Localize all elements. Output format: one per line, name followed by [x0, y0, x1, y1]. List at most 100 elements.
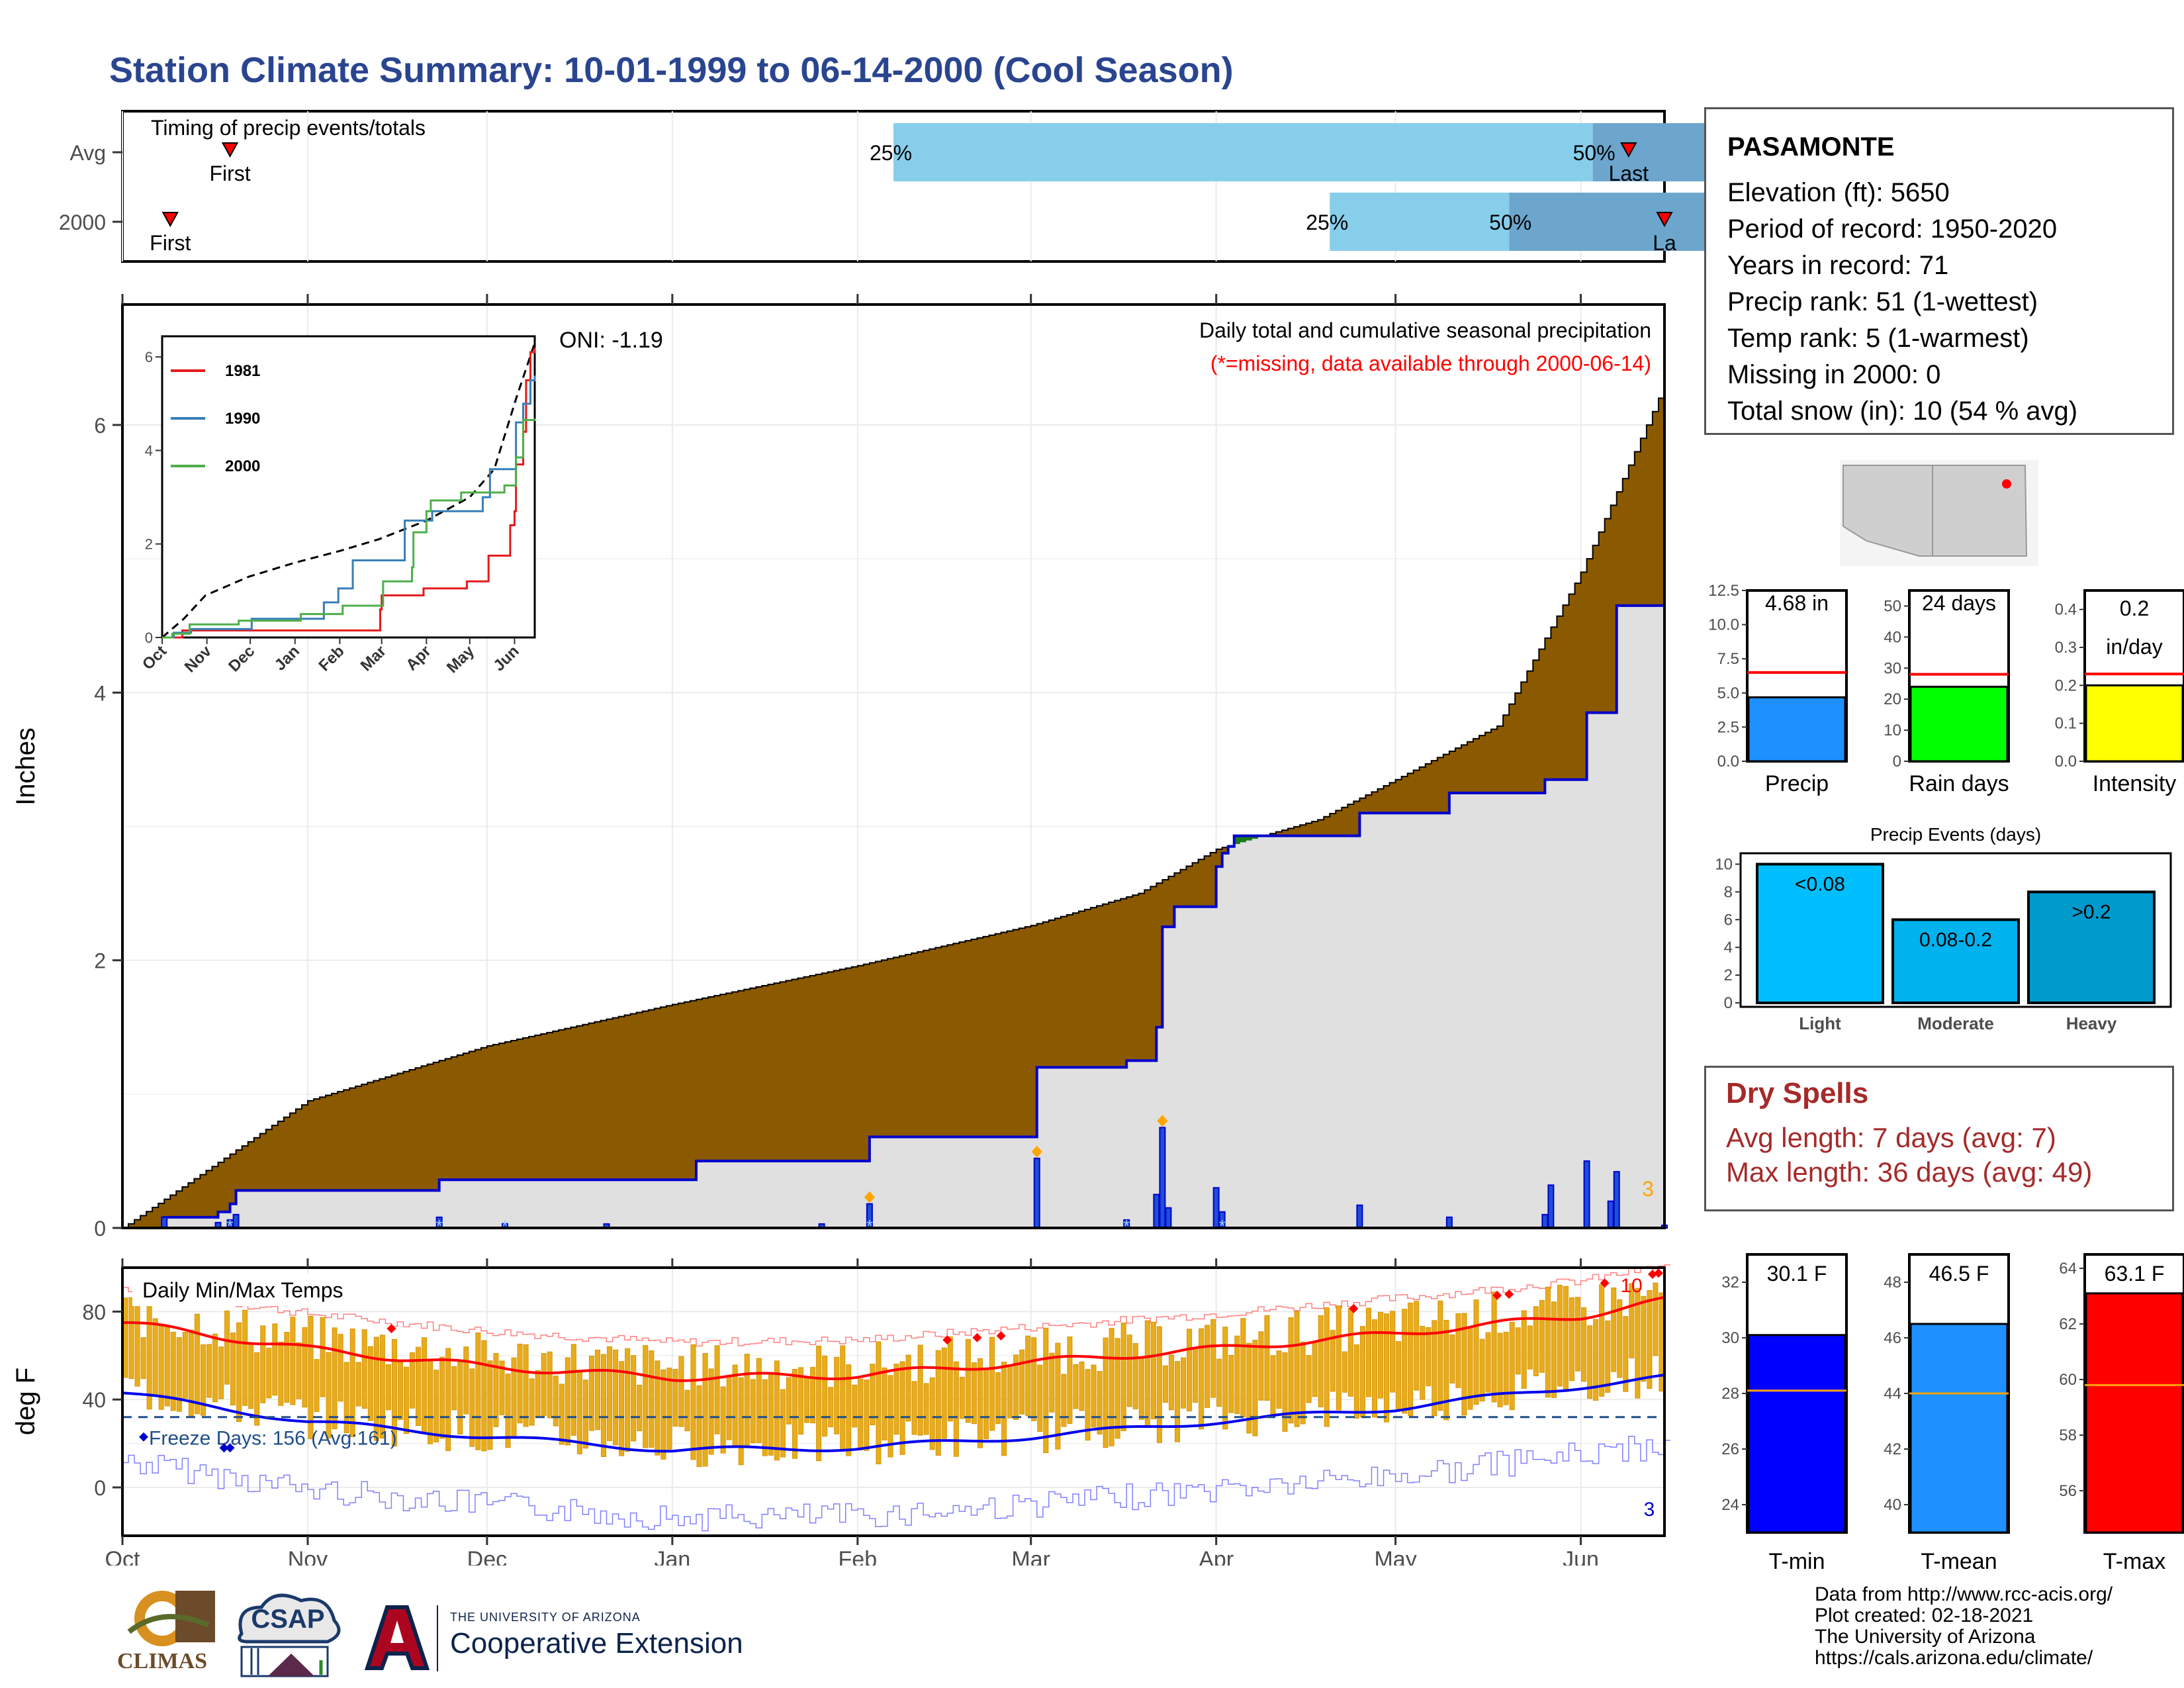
- daily-temp-bar: [422, 1337, 428, 1434]
- daily-temp-bar: [1371, 1319, 1378, 1418]
- daily-temp-bar: [1156, 1326, 1162, 1443]
- mini-bar-value-label: in/day: [2106, 635, 2162, 659]
- temp-bar-label: T-min: [1769, 1549, 1825, 1574]
- daily-temp-bar: [236, 1322, 242, 1423]
- daily-temp-bar: [194, 1313, 200, 1415]
- y-tick-label: 4: [94, 681, 106, 705]
- events-bar: [2027, 890, 2156, 1004]
- daily-temp-bar: [1199, 1328, 1205, 1430]
- mini-bar-tick-label: 0.4: [2055, 601, 2077, 619]
- station-line: Precip rank: 51 (1-wettest): [1727, 287, 2038, 316]
- daily-temp-bar: [643, 1345, 649, 1448]
- mini-bar-value: [2085, 684, 2184, 763]
- daily-temp-bar: [846, 1364, 852, 1456]
- daily-temp-bar: [559, 1383, 565, 1445]
- daily-temp-bar: [373, 1336, 379, 1441]
- mini-bar-tick-label: 2.5: [1717, 718, 1739, 736]
- daily-temp-bar: [1168, 1354, 1174, 1411]
- daily-temp-bar: [1384, 1313, 1390, 1423]
- y-tick-label: 2: [94, 949, 106, 973]
- temp-bar-tick-label: 46: [1884, 1329, 1901, 1347]
- daily-temp-bar: [625, 1348, 631, 1452]
- daily-temp-bar: [678, 1356, 684, 1427]
- record-high-marker-icon: [1653, 1268, 1663, 1278]
- daily-temp-bar: [1497, 1333, 1503, 1407]
- oni-label: ONI: -1.19: [559, 328, 663, 353]
- daily-precip-bar: [1547, 1184, 1555, 1229]
- mini-bar-tick-label: 0.3: [2055, 639, 2077, 657]
- temp-bar-tick-label: 44: [1884, 1385, 1901, 1403]
- daily-temp-bar: [672, 1369, 678, 1427]
- ua-big-text: Cooperative Extension: [450, 1627, 743, 1660]
- daily-temp-bar: [128, 1297, 134, 1380]
- daily-temp-bar: [1647, 1290, 1653, 1389]
- daily-temp-bar: [367, 1346, 373, 1421]
- temp-bar-tick-label: 24: [1721, 1496, 1739, 1514]
- daily-precip-bar: [161, 1216, 168, 1229]
- x-tick-label: Mar: [1011, 1547, 1050, 1566]
- inset-y-tick-label: 0: [145, 630, 153, 646]
- temp-bar-value: [1747, 1334, 1846, 1534]
- precip-frame: [121, 303, 1666, 1229]
- dry-spells-max: Max length: 36 days (avg: 49): [1726, 1156, 2093, 1188]
- mini-bar-tick-label: 10.0: [1708, 616, 1739, 634]
- temp-bar-tick-label: 28: [1721, 1385, 1739, 1403]
- daily-temp-bar: [977, 1358, 983, 1448]
- daily-temp-bar: [1138, 1356, 1144, 1420]
- daily-temp-bar: [983, 1369, 989, 1439]
- daily-temp-bar: [1252, 1340, 1258, 1436]
- y-tick-label: 40: [82, 1388, 106, 1412]
- daily-temp-bar: [1180, 1357, 1187, 1409]
- daily-temp-bar: [1061, 1374, 1067, 1427]
- heavy-event-marker-icon: [1031, 1145, 1042, 1158]
- daily-temp-bar: [176, 1337, 182, 1412]
- precip-heading: Daily total and cumulative seasonal prec…: [1199, 318, 1651, 342]
- daily-temp-bar: [1013, 1354, 1019, 1420]
- daily-temp-bar: [349, 1329, 355, 1437]
- timing-bar-late: [1509, 193, 1721, 251]
- daily-temp-bar: [804, 1377, 810, 1423]
- daily-temp-bar: [182, 1332, 188, 1399]
- inset-series-line: [162, 375, 536, 639]
- daily-temp-bar: [600, 1354, 607, 1458]
- daily-precip-bar: [1445, 1216, 1453, 1229]
- daily-temp-bar: [840, 1345, 846, 1451]
- inset-legend-label: 2000: [225, 457, 260, 475]
- events-tick-label: 6: [1724, 911, 1733, 929]
- temp-bar-value: [2085, 1292, 2184, 1534]
- daily-temp-bar: [475, 1333, 481, 1450]
- inset-y-tick-label: 2: [145, 536, 153, 553]
- events-tick-label: 8: [1724, 883, 1733, 901]
- daily-temp-bar: [690, 1344, 696, 1460]
- daily-temp-bar: [403, 1366, 409, 1434]
- daily-temp-bar: [1551, 1301, 1557, 1398]
- daily-temp-bar: [1120, 1323, 1126, 1432]
- timing-marker-icon: [161, 212, 179, 228]
- daily-temp-bar: [1115, 1338, 1120, 1439]
- daily-temp-bar: [1539, 1299, 1545, 1373]
- daily-temp-bar: [1408, 1302, 1414, 1417]
- daily-temp-bar: [1019, 1349, 1025, 1415]
- station-location-marker: [2002, 479, 2011, 489]
- daily-temp-bar: [1091, 1364, 1097, 1428]
- record-high-marker-icon: [1647, 1269, 1657, 1279]
- daily-temp-bar: [1126, 1335, 1132, 1407]
- mini-bar-label: Precip: [1765, 771, 1829, 796]
- daily-temp-bar: [505, 1374, 511, 1448]
- inset-series-line: [162, 348, 536, 639]
- locator-map: [1840, 460, 2038, 566]
- daily-temp-bar: [792, 1368, 798, 1459]
- daily-temp-bar: [409, 1352, 416, 1409]
- daily-temp-bar: [1521, 1310, 1527, 1389]
- daily-temp-bar: [828, 1387, 834, 1428]
- daily-temp-bar: [1318, 1315, 1324, 1407]
- record-high-marker-icon: [1600, 1278, 1610, 1288]
- daily-temp-bar: [439, 1356, 445, 1439]
- x-tick-label: Dec: [467, 1547, 507, 1566]
- daily-temp-bar: [631, 1355, 637, 1442]
- record-high-marker-icon: [1504, 1289, 1514, 1299]
- daily-temp-bar: [1443, 1319, 1449, 1421]
- daily-temp-bar: [1378, 1311, 1384, 1399]
- temp-bar-tick-label: 30: [1721, 1329, 1739, 1347]
